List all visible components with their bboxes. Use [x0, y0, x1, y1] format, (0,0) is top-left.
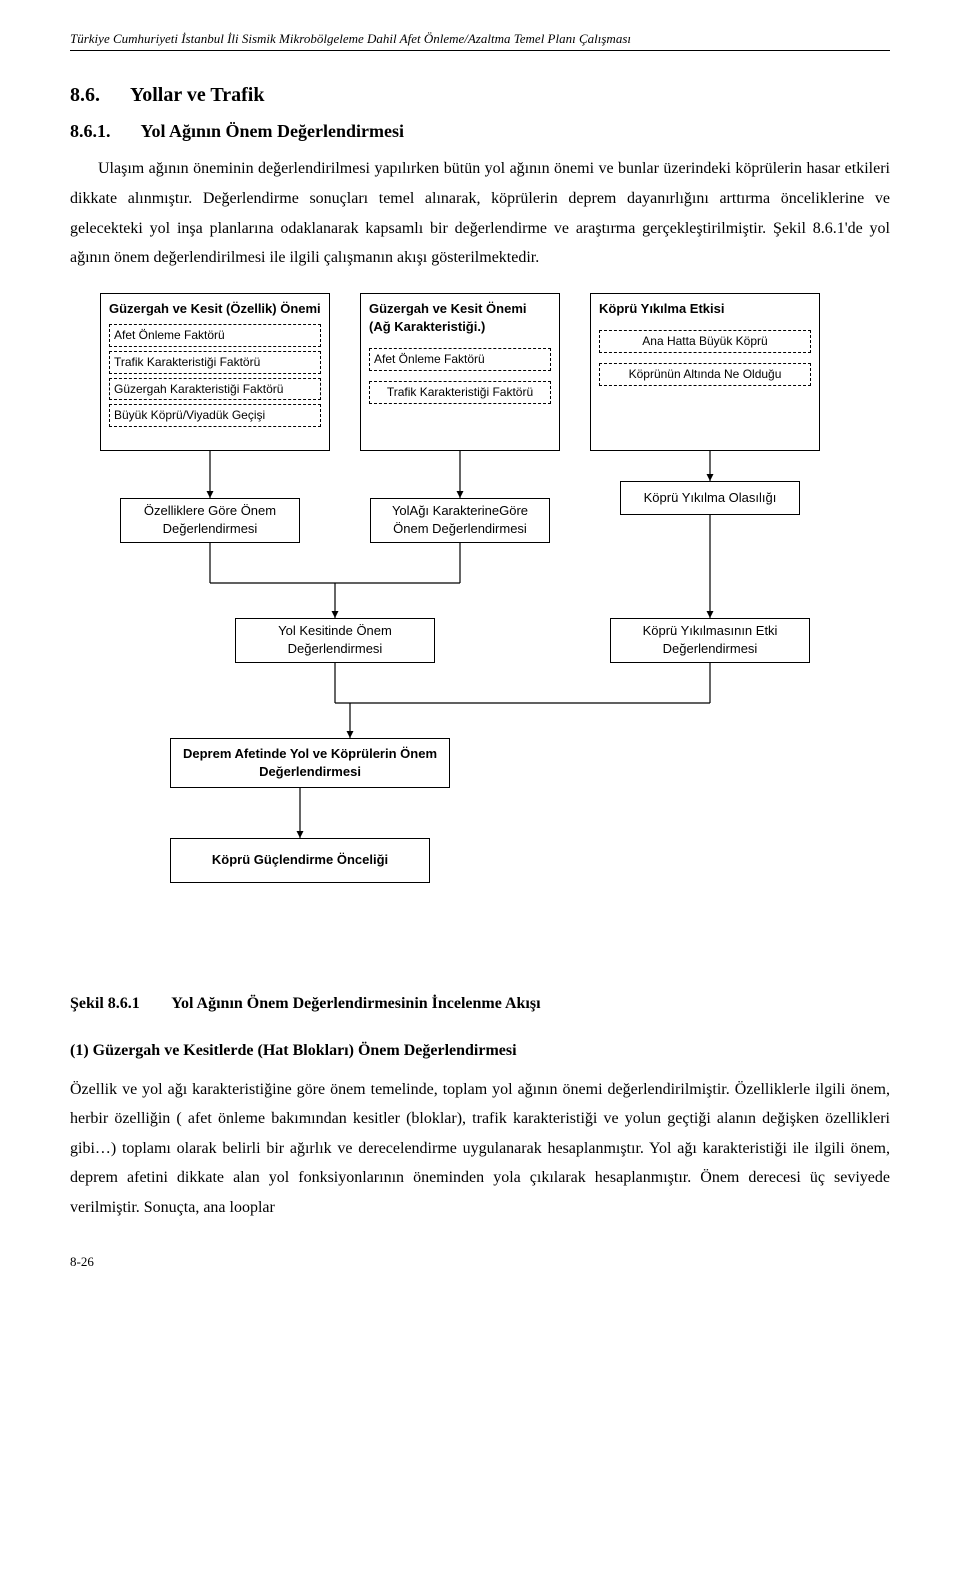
flow-box-7-label: Yol Kesitinde Önem Değerlendirmesi — [242, 622, 428, 658]
flow-box-6-label: Köprü Yıkılma Olasılığı — [644, 489, 777, 507]
flow-box-1-item-b: Trafik Karakteristiği Faktörü — [109, 351, 321, 374]
flow-box-3-item-a: Ana Hatta Büyük Köprü — [599, 330, 811, 353]
flow-box-10-label: Köprü Güçlendirme Önceliği — [212, 851, 388, 869]
flow-box-2-title: Güzergah ve Kesit Önemi (Ağ Karakteristi… — [369, 300, 551, 336]
flow-box-9-label: Deprem Afetinde Yol ve Köprülerin Önem D… — [177, 745, 443, 781]
flow-box-2: Güzergah ve Kesit Önemi (Ağ Karakteristi… — [360, 293, 560, 451]
flow-box-2-item-b: Trafik Karakteristiği Faktörü — [369, 381, 551, 404]
flow-box-5-label: YolAğı KarakterineGöre Önem Değerlendirm… — [377, 502, 543, 538]
subsection-title: Yol Ağının Önem Değerlendirmesi — [141, 119, 405, 144]
subsection-heading: 8.6.1. Yol Ağının Önem Değerlendirmesi — [70, 119, 890, 144]
flow-box-1: Güzergah ve Kesit (Özellik) Önemi Afet Ö… — [100, 293, 330, 451]
section-title: Yollar ve Trafik — [130, 81, 264, 109]
section-heading: 8.6. Yollar ve Trafik — [70, 81, 890, 109]
page-number: 8-26 — [70, 1253, 890, 1271]
flow-box-6: Köprü Yıkılma Olasılığı — [620, 481, 800, 515]
list-item-1-heading: (1) Güzergah ve Kesitlerde (Hat Blokları… — [70, 1040, 890, 1062]
flow-box-2-item-a: Afet Önleme Faktörü — [369, 348, 551, 371]
flow-box-3-item-b: Köprünün Altında Ne Olduğu — [599, 363, 811, 386]
flow-box-1-item-a: Afet Önleme Faktörü — [109, 324, 321, 347]
running-header: Türkiye Cumhuriyeti İstanbul İli Sismik … — [70, 30, 890, 51]
figure-caption: Şekil 8.6.1 Yol Ağının Önem Değerlendirm… — [70, 993, 890, 1015]
figure-caption-text: Yol Ağının Önem Değerlendirmesinin İncel… — [171, 995, 540, 1012]
flow-box-1-item-c: Güzergah Karakteristiği Faktörü — [109, 378, 321, 401]
flow-box-4-label: Özelliklere Göre Önem Değerlendirmesi — [127, 502, 293, 538]
figure-caption-number: Şekil 8.6.1 — [70, 995, 140, 1012]
flow-box-10: Köprü Güçlendirme Önceliği — [170, 838, 430, 883]
flow-box-1-title: Güzergah ve Kesit (Özellik) Önemi — [109, 300, 321, 318]
flow-box-3-title: Köprü Yıkılma Etkisi — [599, 300, 724, 318]
flow-box-3: Köprü Yıkılma Etkisi Ana Hatta Büyük Köp… — [590, 293, 820, 451]
flow-box-1-item-d: Büyük Köprü/Viyadük Geçişi — [109, 404, 321, 427]
paragraph-1: Ulaşım ağının öneminin değerlendirilmesi… — [70, 154, 890, 272]
flow-box-4: Özelliklere Göre Önem Değerlendirmesi — [120, 498, 300, 543]
paragraph-2: Özellik ve yol ağı karakteristiğine göre… — [70, 1075, 890, 1223]
flow-box-7: Yol Kesitinde Önem Değerlendirmesi — [235, 618, 435, 663]
subsection-number: 8.6.1. — [70, 119, 111, 144]
flow-box-5: YolAğı KarakterineGöre Önem Değerlendirm… — [370, 498, 550, 543]
flow-box-8: Köprü Yıkılmasının Etki Değerlendirmesi — [610, 618, 810, 663]
flow-box-8-label: Köprü Yıkılmasının Etki Değerlendirmesi — [617, 622, 803, 658]
section-number: 8.6. — [70, 81, 100, 109]
flowchart: Güzergah ve Kesit (Özellik) Önemi Afet Ö… — [90, 293, 870, 973]
flow-box-9: Deprem Afetinde Yol ve Köprülerin Önem D… — [170, 738, 450, 788]
